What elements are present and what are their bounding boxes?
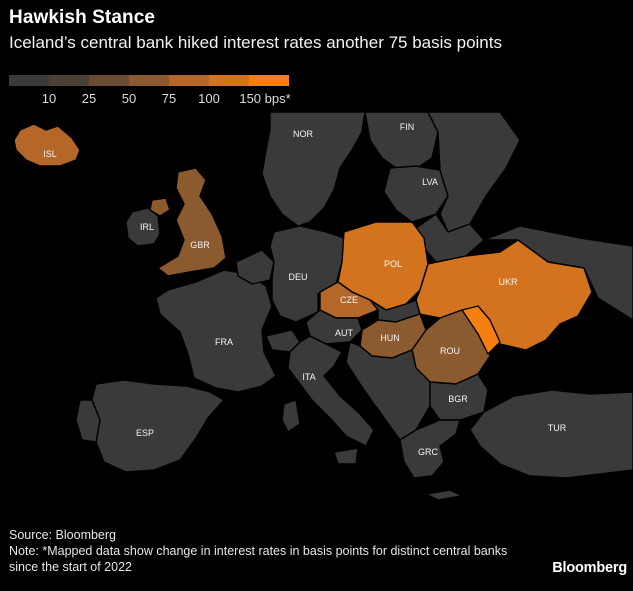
legend-label: 75 bbox=[161, 91, 177, 106]
label-lva: LVA bbox=[422, 177, 438, 187]
label-ita: ITA bbox=[302, 372, 315, 382]
label-fin: FIN bbox=[400, 122, 415, 132]
legend-swatch bbox=[249, 75, 289, 86]
country-ukr bbox=[415, 239, 593, 351]
source-note: Source: Bloomberg bbox=[9, 528, 117, 542]
country-other bbox=[235, 249, 275, 285]
label-esp: ESP bbox=[136, 428, 154, 438]
label-isl: ISL bbox=[43, 149, 57, 159]
country-ita-sardinia bbox=[281, 399, 301, 433]
label-grc: GRC bbox=[418, 447, 439, 457]
legend-swatch bbox=[209, 75, 249, 86]
label-gbr: GBR bbox=[190, 240, 210, 250]
country-nor bbox=[261, 111, 366, 227]
label-aut: AUT bbox=[335, 328, 354, 338]
legend-color-bar bbox=[9, 75, 299, 86]
legend-labels: 10 25 50 75 100 150 bps* bbox=[9, 91, 299, 107]
country-grc-crete bbox=[425, 489, 463, 501]
label-pol: POL bbox=[384, 259, 402, 269]
label-bgr: BGR bbox=[448, 394, 468, 404]
country-gbr-ni bbox=[149, 197, 171, 217]
country-isl bbox=[13, 123, 81, 167]
legend-swatch bbox=[169, 75, 209, 86]
country-fin bbox=[364, 111, 439, 171]
footnote: Note: *Mapped data show change in intere… bbox=[9, 544, 508, 574]
chart-title: Hawkish Stance bbox=[9, 7, 156, 28]
legend-label: 10 bbox=[41, 91, 57, 106]
label-fra: FRA bbox=[215, 337, 233, 347]
legend-label: 25 bbox=[81, 91, 97, 106]
country-tur bbox=[469, 389, 633, 479]
legend-swatch bbox=[129, 75, 169, 86]
legend-label: 100 bbox=[198, 91, 220, 106]
country-gbr bbox=[157, 167, 227, 277]
legend: 10 25 50 75 100 150 bps* bbox=[9, 75, 299, 109]
country-mda bbox=[461, 305, 501, 355]
country-other bbox=[427, 111, 521, 233]
chart-subtitle: Iceland’s central bank hiked interest ra… bbox=[9, 33, 502, 52]
label-hun: HUN bbox=[380, 333, 400, 343]
legend-swatch bbox=[9, 75, 49, 86]
country-grc bbox=[399, 419, 461, 479]
legend-swatch bbox=[89, 75, 129, 86]
legend-label: 150 bps* bbox=[239, 91, 291, 106]
label-tur: TUR bbox=[548, 423, 567, 433]
label-rou: ROU bbox=[440, 346, 460, 356]
legend-label: 50 bbox=[121, 91, 137, 106]
bloomberg-logo: Bloomberg bbox=[552, 560, 627, 576]
label-irl: IRL bbox=[140, 222, 154, 232]
country-lva bbox=[383, 165, 449, 223]
country-other bbox=[75, 399, 101, 443]
label-deu: DEU bbox=[288, 272, 307, 282]
label-nor: NOR bbox=[293, 129, 314, 139]
europe-map: NOR FIN LVA ISL IRL GBR DEU POL UKR CZE … bbox=[13, 111, 633, 501]
label-ukr: UKR bbox=[498, 277, 518, 287]
legend-swatch bbox=[49, 75, 89, 86]
country-fra bbox=[155, 269, 277, 393]
country-esp bbox=[91, 379, 225, 473]
label-cze: CZE bbox=[340, 295, 358, 305]
country-ita bbox=[287, 335, 375, 447]
country-ita-sicily bbox=[333, 447, 359, 465]
